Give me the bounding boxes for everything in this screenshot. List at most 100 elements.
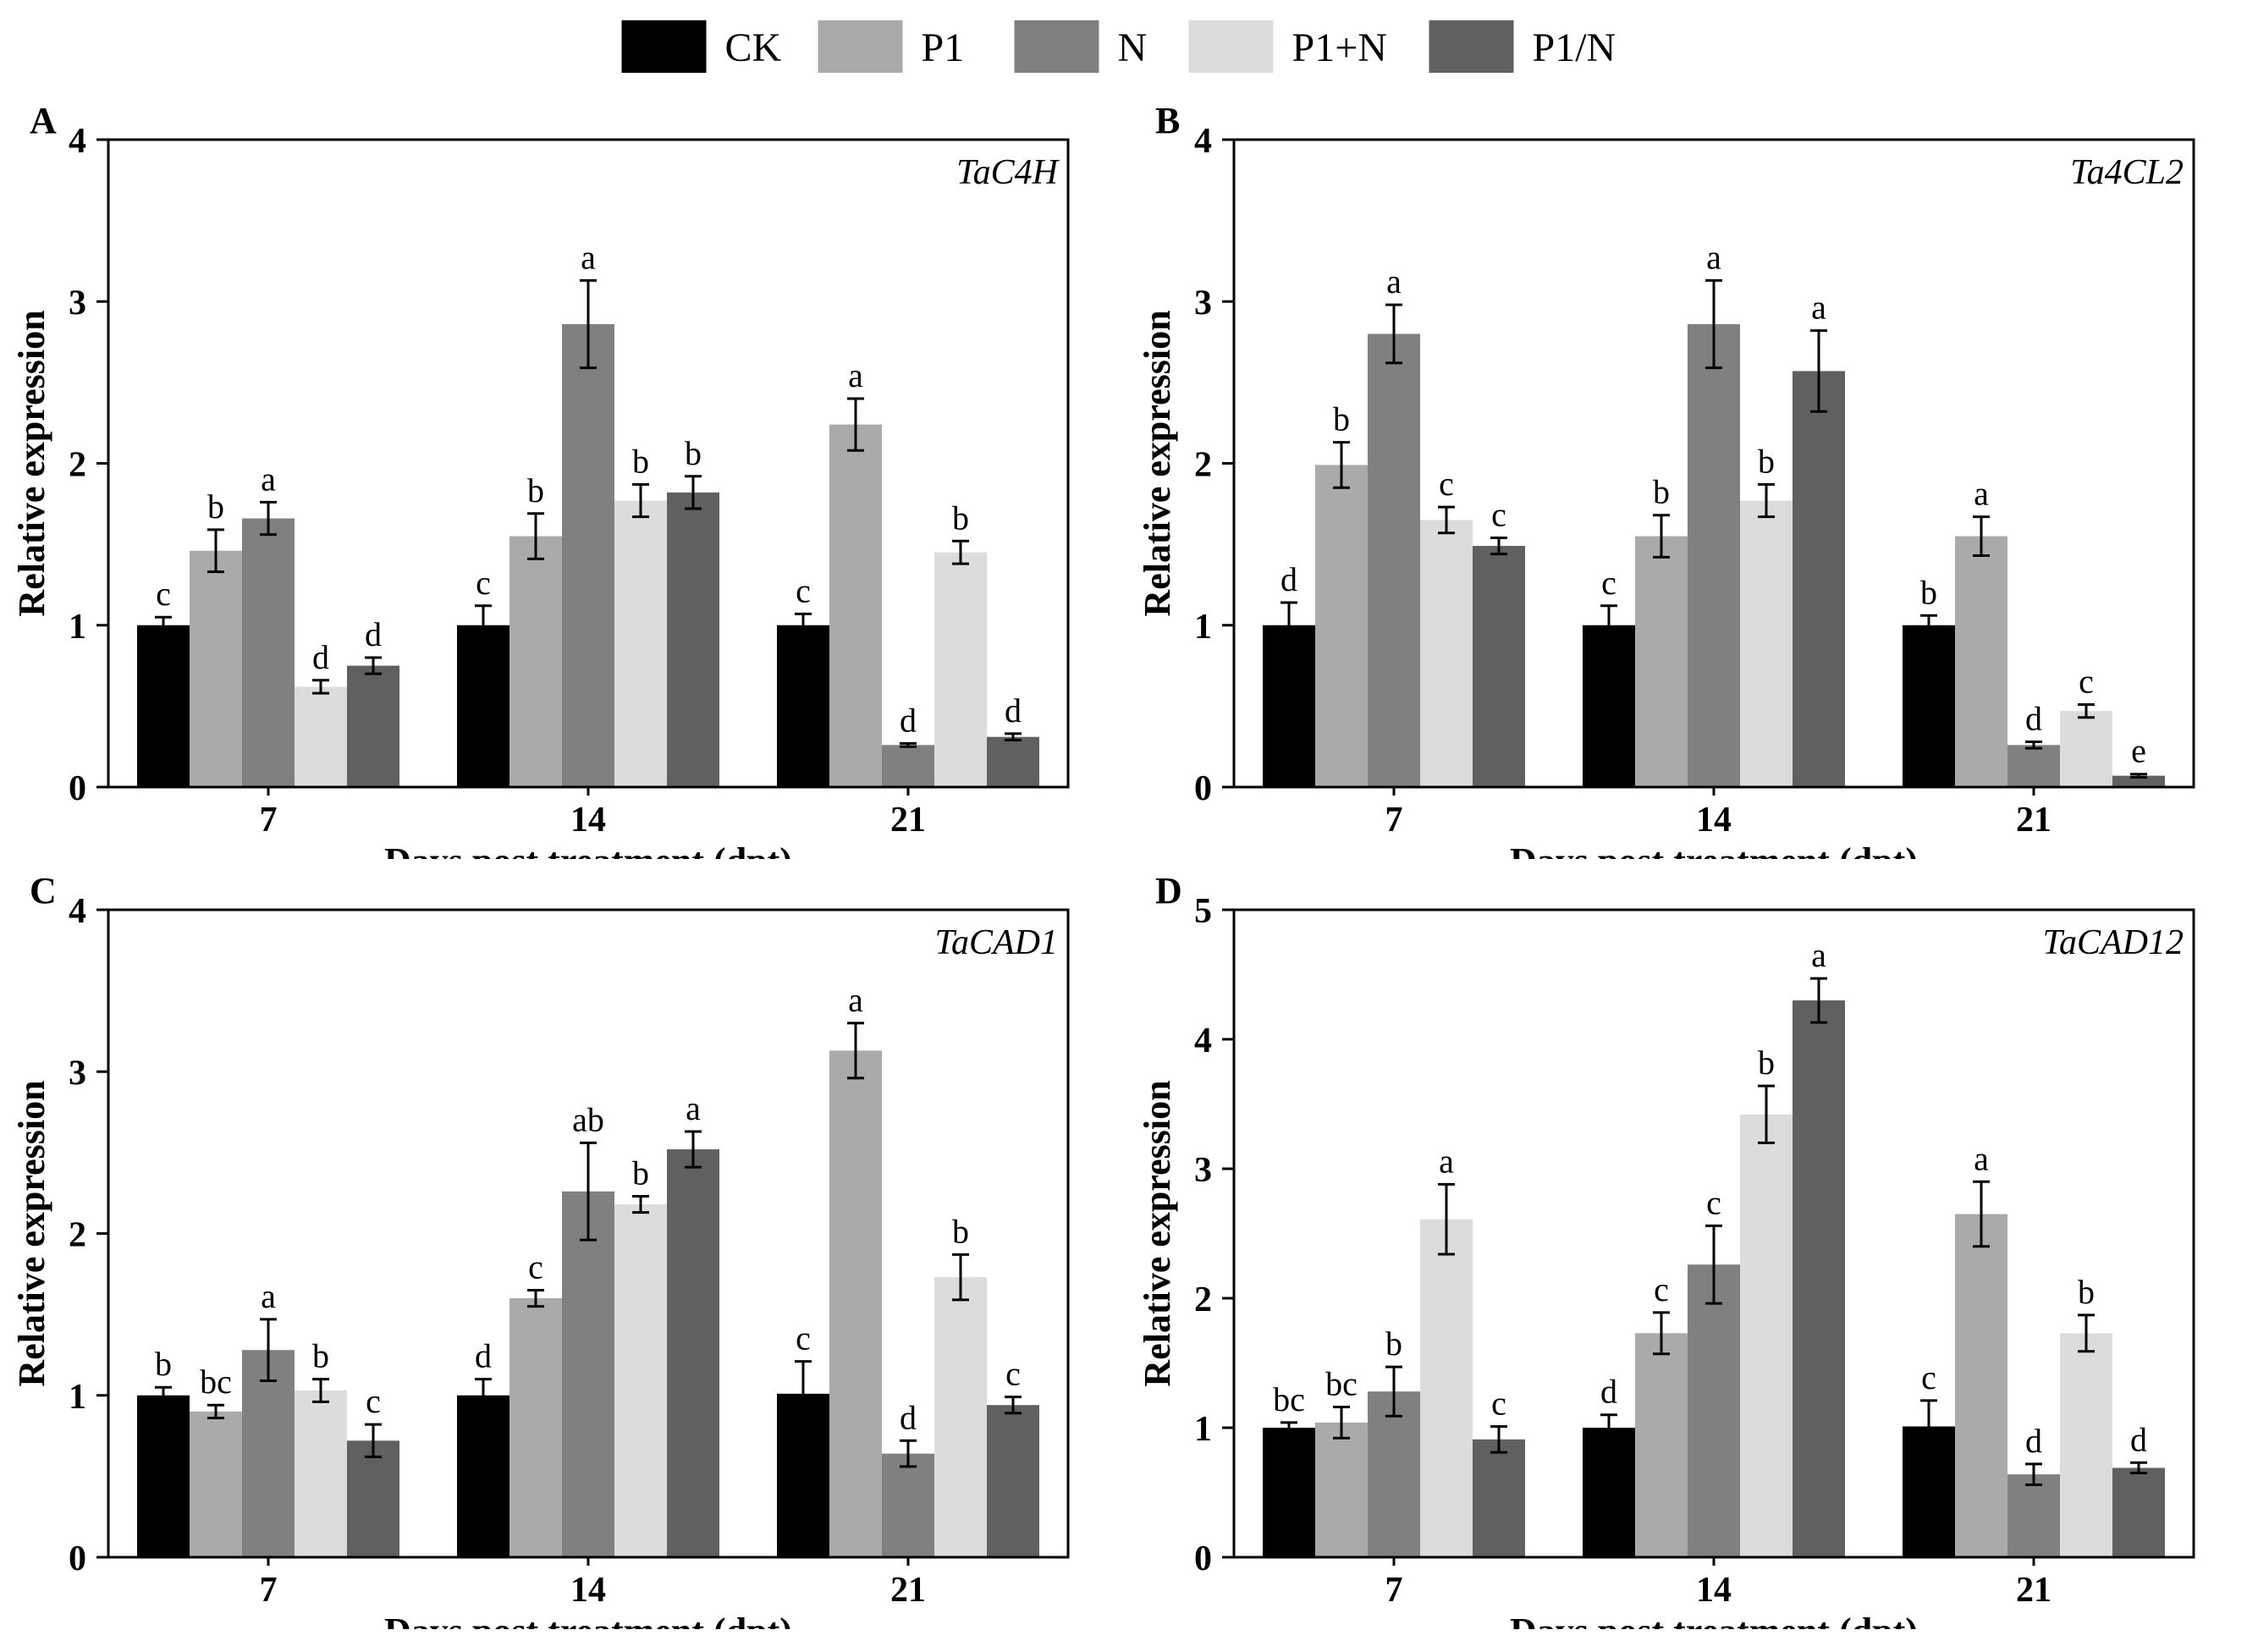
bar-p1-n [667, 492, 719, 787]
significance-letter: a [1386, 262, 1402, 300]
y-tick-label: 0 [1194, 769, 1212, 808]
significance-letter: c [366, 1382, 381, 1420]
gene-label: TaCAD1 [934, 923, 1058, 962]
significance-letter: d [312, 638, 329, 676]
y-tick-label: 4 [69, 892, 86, 931]
bar-p1 [1955, 536, 2007, 787]
bar-p1 [829, 1050, 882, 1557]
legend-swatch-n [1014, 20, 1099, 73]
y-tick-label: 1 [1194, 608, 1212, 647]
y-tick-label: 2 [69, 1216, 86, 1255]
significance-letter: b [632, 442, 649, 480]
significance-letter: b [312, 1337, 329, 1375]
bar-n [242, 518, 295, 787]
y-tick-label: 3 [69, 1054, 86, 1093]
x-axis-label: Days post treatment (dpt) [384, 1611, 792, 1629]
significance-letter: b [1385, 1324, 1402, 1363]
significance-letter: d [900, 1398, 917, 1436]
significance-letter: d [900, 701, 917, 739]
y-tick-label: 0 [69, 1539, 86, 1578]
significance-letter: a [1811, 936, 1826, 974]
bar-p1 [190, 1411, 242, 1557]
bar-n [1368, 333, 1420, 787]
significance-letter: b [1758, 442, 1775, 480]
bar-n [242, 1350, 295, 1557]
bar-p1-n [295, 686, 347, 787]
gene-label: TaCAD12 [2042, 923, 2184, 962]
bar-ck [1583, 1428, 1635, 1557]
legend-label-p1: P1 [922, 25, 965, 70]
significance-letter: b [1333, 400, 1350, 438]
bar-p1-n [1420, 520, 1473, 787]
bar-p1-n [1793, 1000, 1845, 1557]
bar-ck [1263, 625, 1315, 787]
significance-letter: c [2079, 662, 2094, 700]
bar-p1-n [295, 1390, 347, 1557]
significance-letter: c [1439, 465, 1454, 503]
bar-n [882, 1453, 934, 1557]
significance-letter: d [2025, 699, 2042, 737]
significance-letter: b [1758, 1044, 1775, 1082]
y-tick-label: 1 [69, 1378, 86, 1417]
significance-letter: b [952, 1212, 969, 1250]
significance-letter: e [2131, 732, 2146, 770]
x-tick-label: 21 [890, 801, 926, 840]
bar-ck [1263, 1428, 1315, 1557]
bar-p1-n [1473, 1439, 1525, 1557]
y-tick-label: 0 [1194, 1539, 1212, 1578]
significance-letter: b [632, 1154, 649, 1192]
y-tick-label: 0 [69, 769, 86, 808]
significance-letter: a [261, 460, 276, 498]
significance-letter: a [1706, 238, 1721, 276]
bar-n [882, 745, 934, 787]
bar-n [562, 324, 614, 787]
significance-letter: c [796, 571, 811, 609]
y-axis-label: Relative expression [11, 310, 52, 616]
gene-label: TaC4H [956, 153, 1060, 192]
bar-ck [777, 625, 829, 787]
plot-frame [1232, 908, 2195, 1559]
y-tick-label: 1 [69, 608, 86, 647]
bar-n [2007, 1474, 2060, 1557]
bar-p1 [829, 424, 882, 787]
bar-p1-n [2112, 1468, 2165, 1557]
y-tick-label: 3 [1194, 284, 1212, 322]
bar-ck [457, 625, 509, 787]
bar-p1-n [987, 1405, 1039, 1557]
significance-letter: d [1005, 691, 1022, 730]
bar-p1-n [347, 665, 399, 787]
y-tick-label: 2 [69, 446, 86, 485]
bar-p1-n [1793, 371, 1845, 787]
bar-p1-n [347, 1440, 399, 1557]
plot-frame [107, 908, 1070, 1559]
bar-p1 [509, 1298, 562, 1557]
significance-letter: a [1439, 1142, 1454, 1180]
y-axis-label: Relative expression [1137, 310, 1178, 616]
significance-letter: a [1811, 289, 1826, 327]
x-axis-label: Days post treatment (dpt) [384, 840, 792, 859]
significance-letter: a [1974, 475, 1989, 513]
bar-n [1688, 1264, 1740, 1557]
bar-p1-n [614, 1204, 667, 1557]
significance-letter: b [527, 471, 544, 509]
legend-label-n: N [1118, 25, 1148, 70]
bar-p1 [1635, 536, 1688, 787]
x-tick-label: 14 [570, 1571, 606, 1610]
significance-letter: bc [1273, 1380, 1305, 1418]
bar-p1 [1315, 1422, 1368, 1557]
bar-ck [1583, 625, 1635, 787]
x-tick-label: 7 [260, 801, 278, 840]
significance-letter: b [2078, 1273, 2095, 1311]
x-tick-label: 14 [1696, 801, 1732, 840]
bar-ck [457, 1395, 509, 1557]
significance-letter: c [1491, 1384, 1506, 1422]
significance-letter: d [1280, 560, 1297, 598]
bar-p1 [1955, 1214, 2007, 1557]
x-tick-label: 14 [570, 801, 606, 840]
panel-letter: C [30, 870, 57, 911]
legend-label-p1-n: P1/N [1533, 25, 1616, 70]
bar-p1 [190, 550, 242, 787]
panel-letter: B [1155, 100, 1180, 141]
panel-letter: D [1155, 870, 1182, 911]
